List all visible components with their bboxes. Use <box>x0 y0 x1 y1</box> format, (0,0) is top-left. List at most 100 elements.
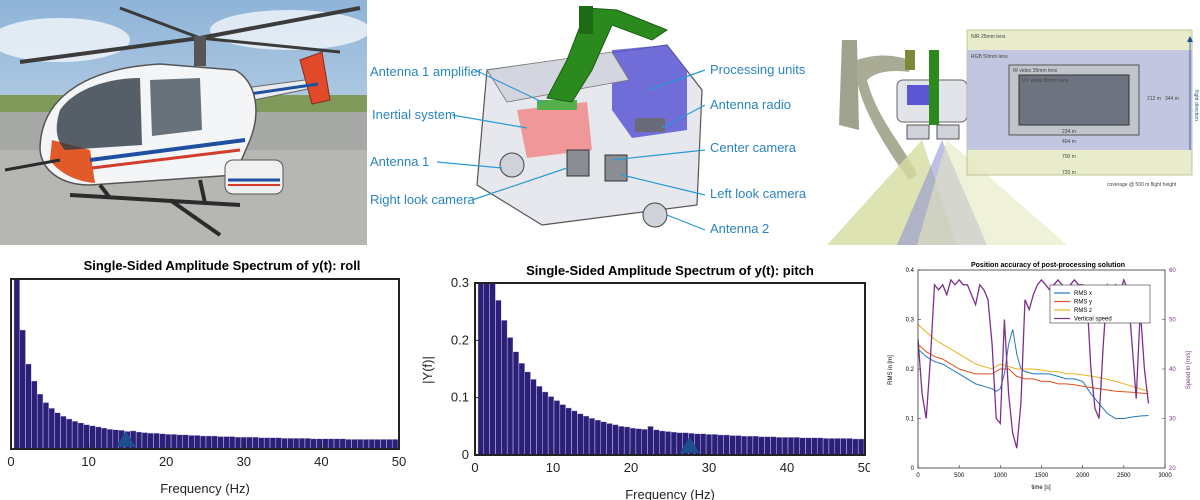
x-tick-label: 30 <box>702 460 716 475</box>
spectrum-bar <box>624 426 631 456</box>
spectrum-bar <box>66 418 73 450</box>
spectrum-bar <box>840 438 847 456</box>
accuracy-chart-svg: Position accuracy of post-processing sol… <box>888 262 1192 491</box>
spectrum-bar <box>483 282 490 456</box>
spectrum-bar <box>594 419 601 456</box>
roll-chart-title: Single-Sided Amplitude Spectrum of y(t):… <box>84 258 361 273</box>
label-center-camera: Center camera <box>710 140 797 155</box>
y-tick-label: 0.1 <box>451 390 469 405</box>
label-flight-direction: flight direction <box>1193 90 1199 121</box>
x-tick-label: 30 <box>237 454 251 469</box>
spectrum-bar <box>37 393 44 450</box>
spectrum-bar <box>304 438 311 450</box>
spectrum-bar <box>635 428 642 456</box>
pitch-y-axis-label: |Y(f)| <box>420 356 435 384</box>
spectrum-bar <box>141 432 148 450</box>
spectrum-bar <box>501 320 508 456</box>
spectrum-bar <box>805 437 812 456</box>
x-tick-label: 20 <box>159 454 173 469</box>
x-tick-label: 500 <box>954 473 965 479</box>
y-tick-label: 0.1 <box>906 417 915 423</box>
spectrum-bar <box>559 404 566 456</box>
spectrum-bar <box>281 438 288 450</box>
spectrum-bar <box>194 435 201 450</box>
x-tick-label: 10 <box>81 454 95 469</box>
position-accuracy-chart: Position accuracy of post-processing sol… <box>870 245 1200 500</box>
helicopter-illustration <box>0 0 367 245</box>
series-line <box>917 329 1149 419</box>
pitch-chart-svg: Single-Sided Amplitude Spectrum of y(t):… <box>420 263 870 500</box>
x-tick-label: 2500 <box>1117 473 1131 479</box>
y2-tick-label: 50 <box>1169 318 1176 324</box>
label-antenna-radio: Antenna radio <box>710 97 791 112</box>
spectrum-bar <box>518 363 525 456</box>
spectrum-bar <box>170 434 178 450</box>
spectrum-bar <box>333 438 340 450</box>
accuracy-chart-title: Position accuracy of post-processing sol… <box>971 262 1125 269</box>
spectrum-bar <box>653 429 660 456</box>
spectrum-bar <box>600 421 607 456</box>
sensor-pod-diagram: Antenna 1 amplifier Inertial system Ante… <box>367 0 817 245</box>
label-uv-video-lens: UV video 50mm lens <box>1022 78 1069 84</box>
spectrum-bar <box>822 438 830 456</box>
spectrum-bar <box>101 427 108 450</box>
spectrum-bar <box>345 439 352 450</box>
y-tick-label: 0 <box>462 447 469 462</box>
x-tick-label: 40 <box>314 454 328 469</box>
y2-tick-label: 30 <box>1169 417 1176 423</box>
roll-plot-frame <box>10 278 400 450</box>
label-234m: 234 m <box>1062 129 1076 135</box>
spectrum-bar <box>217 436 224 450</box>
spectrum-bar <box>176 434 183 450</box>
spectrum-bar <box>293 438 300 450</box>
spectrum-bar <box>159 433 166 450</box>
label-ir-video-lens: IR video 35mm lens <box>1013 68 1058 74</box>
spectrum-bar <box>588 418 596 456</box>
accuracy-y2-axis-label: Speed in [m/s] <box>1186 350 1192 389</box>
spectrum-bar <box>328 438 335 450</box>
spectrum-bar <box>717 434 724 456</box>
spectrum-bar <box>858 438 865 456</box>
spectrum-bar <box>577 413 584 456</box>
spectrum-bar <box>723 434 730 456</box>
spectrum-bar <box>135 431 143 450</box>
spectrum-bar <box>13 278 20 450</box>
x-tick-label: 0 <box>7 454 14 469</box>
spectrum-bar <box>811 437 818 456</box>
pitch-x-axis-label: Frequency (Hz) <box>625 487 715 500</box>
spectrum-bar <box>71 421 79 450</box>
spectrum-bar <box>817 437 824 456</box>
spectrum-bar <box>258 437 265 450</box>
accuracy-x-axis-label: time [s] <box>1031 485 1051 491</box>
pitch-bars-group <box>477 282 865 456</box>
label-antenna2: Antenna 2 <box>710 221 769 236</box>
y2-tick-label: 20 <box>1169 466 1176 472</box>
spectrum-bar <box>752 435 759 456</box>
label-212m: 212 m <box>1147 96 1161 102</box>
x-tick-label: 1500 <box>1035 473 1049 479</box>
spectrum-bar <box>31 380 38 450</box>
x-tick-label: 0 <box>916 473 920 479</box>
accuracy-legend: RMS x RMS y RMS z Vertical speed <box>1049 284 1151 324</box>
spectrum-bar <box>322 438 329 450</box>
y2-tick-label: 40 <box>1169 367 1176 373</box>
label-coverage: coverage @ 500 m flight height <box>1107 182 1177 188</box>
x-tick-label: 1000 <box>994 473 1008 479</box>
spectrum-bar <box>25 363 32 450</box>
series-line <box>917 324 1149 392</box>
helicopter-photo <box>0 0 367 245</box>
label-inertial-system: Inertial system <box>372 107 456 122</box>
roll-marker <box>115 431 136 447</box>
roll-x-ticks: 0 10 20 30 40 50 <box>7 445 406 469</box>
y-tick-label: 0 <box>911 466 915 472</box>
spectrum-bar <box>229 436 236 450</box>
label-700m: 700 m <box>1062 154 1076 160</box>
spectrum-bar <box>670 431 677 456</box>
spectrum-bar <box>606 423 613 456</box>
spectrum-bar <box>77 422 84 450</box>
camera-footprint-diagram: NIR 25mm lens RGB 50mm lens IR video 35m… <box>817 0 1200 245</box>
y-tick-label: 0.2 <box>451 332 469 347</box>
spectrum-bar <box>524 371 531 456</box>
pitch-spectrum-chart: Single-Sided Amplitude Spectrum of y(t):… <box>410 245 870 500</box>
spectrum-bar <box>547 396 555 456</box>
